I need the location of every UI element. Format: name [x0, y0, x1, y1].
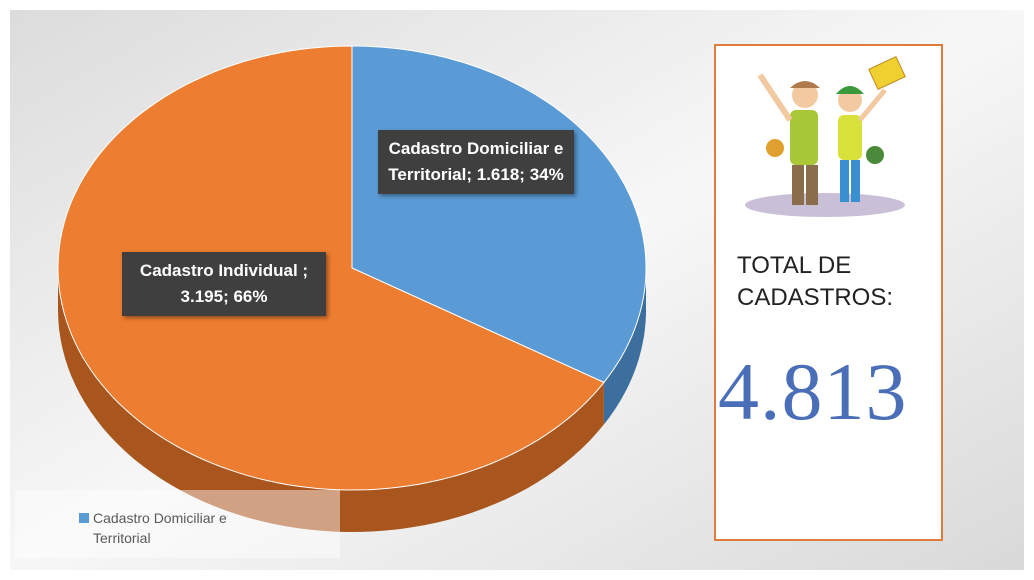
label-separator: ;	[302, 261, 309, 280]
summary-title: TOTAL DE CADASTROS:	[737, 252, 894, 311]
data-label: Cadastro Domiciliar e Territorial; 1.618…	[378, 130, 574, 194]
label-percent: 34%	[529, 165, 564, 184]
pie-side	[58, 268, 604, 532]
label-separator: ;	[223, 287, 234, 306]
label-separator: ;	[466, 165, 477, 184]
legend-swatch	[79, 513, 89, 523]
label-category: Cadastro Domiciliar e Territorial	[388, 139, 564, 184]
pie-side	[603, 268, 646, 425]
summary-panel	[714, 44, 943, 541]
label-value: 3.195	[180, 287, 224, 306]
summary-total: 4.813	[718, 346, 908, 437]
label-percent: 66%	[233, 287, 268, 306]
label-separator: ;	[519, 165, 530, 184]
pie-slice	[57, 45, 605, 491]
legend-label: Cadastro Domiciliar e Territorial	[93, 510, 227, 546]
legend: Cadastro Domiciliar e Territorial	[15, 490, 340, 558]
label-category: Cadastro Individual	[139, 261, 303, 280]
data-label: Cadastro Individual ; 3.195; 66%	[122, 252, 326, 316]
label-value: 1.618	[476, 165, 520, 184]
illustration	[745, 56, 906, 217]
